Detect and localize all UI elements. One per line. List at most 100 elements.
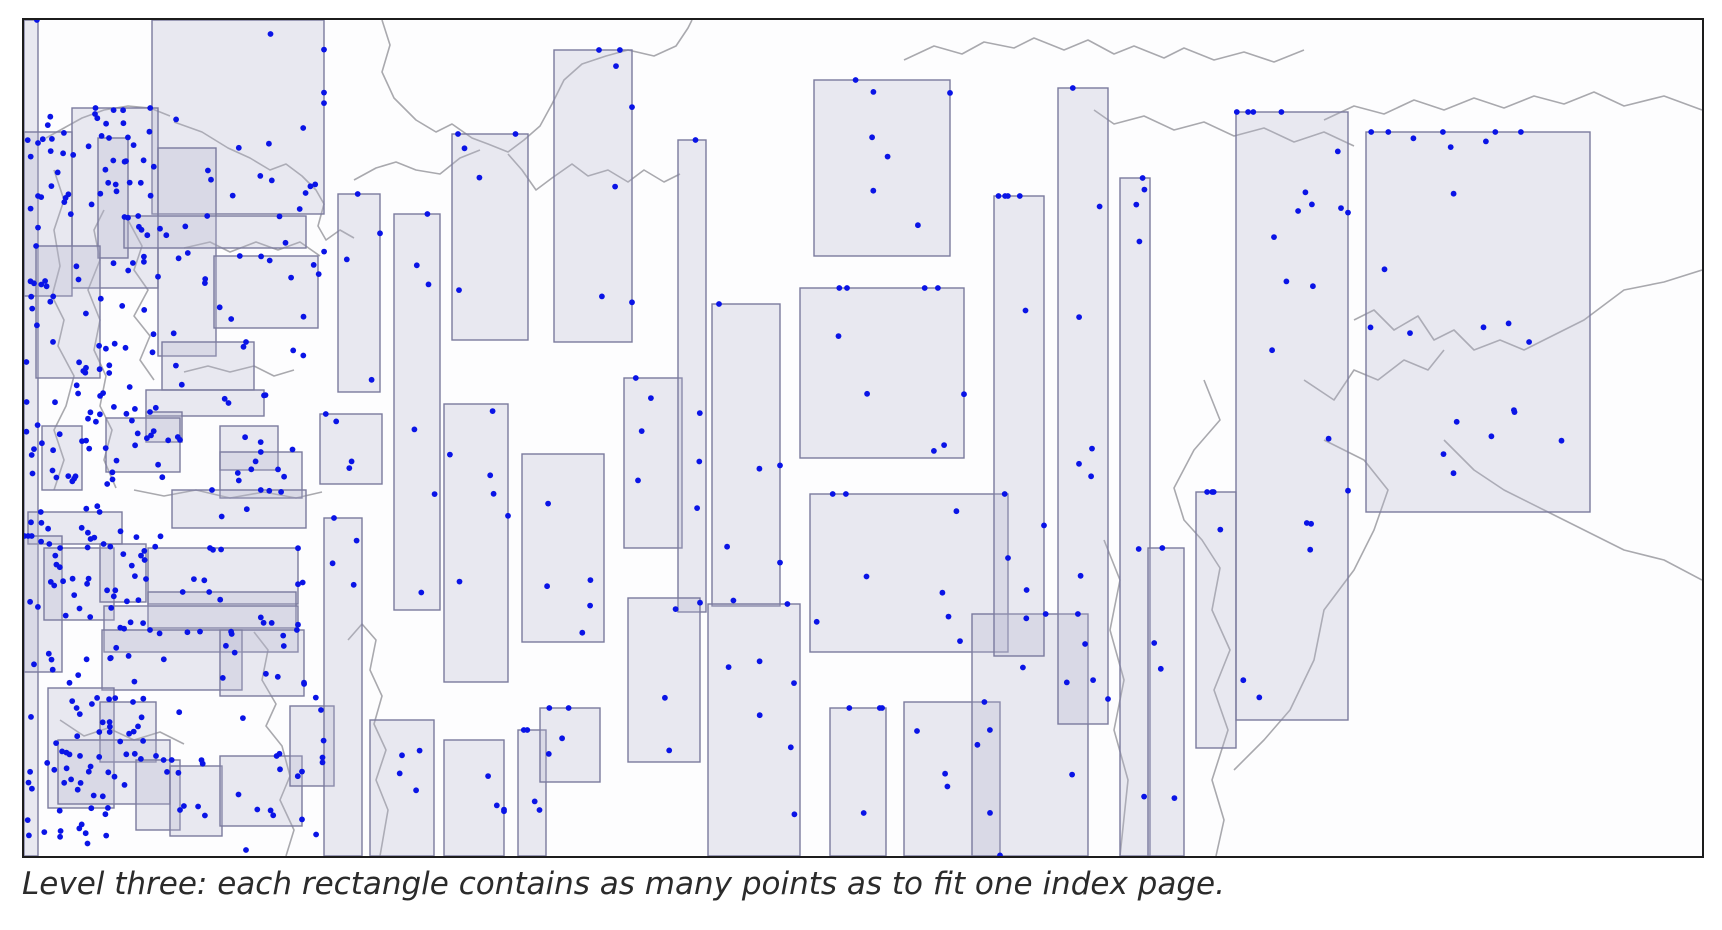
index-point	[76, 605, 83, 612]
index-point	[756, 465, 763, 472]
index-point	[939, 589, 946, 596]
index-page-rectangle	[539, 707, 601, 783]
index-point	[38, 538, 44, 545]
index-point	[63, 749, 70, 756]
index-point	[787, 744, 794, 751]
index-point	[77, 780, 84, 786]
index-point	[1271, 234, 1277, 241]
index-point	[455, 131, 461, 137]
index-point	[44, 760, 51, 766]
index-point	[201, 577, 208, 584]
coastline-segment	[353, 149, 481, 181]
index-point	[280, 632, 287, 639]
index-point	[50, 293, 57, 300]
index-point	[73, 263, 80, 270]
index-point	[105, 179, 112, 186]
index-point	[476, 174, 483, 181]
index-point	[240, 715, 246, 721]
index-point	[544, 583, 550, 590]
index-point	[1295, 208, 1301, 214]
index-point	[931, 448, 937, 454]
index-point	[78, 524, 85, 531]
index-point	[107, 655, 114, 661]
index-point	[75, 390, 81, 397]
index-point	[96, 366, 103, 373]
index-point	[87, 763, 94, 770]
index-point	[26, 832, 32, 839]
index-point	[587, 602, 593, 609]
index-point	[130, 142, 137, 148]
index-point	[56, 431, 63, 438]
index-point	[724, 543, 730, 550]
index-point	[270, 812, 277, 819]
index-point	[431, 491, 438, 497]
index-point	[97, 393, 103, 399]
index-point	[217, 596, 224, 603]
index-point	[123, 410, 130, 417]
index-point	[1453, 418, 1460, 425]
index-page-rectangle	[171, 489, 307, 529]
index-point	[106, 362, 113, 369]
index-point	[164, 769, 170, 775]
index-point	[27, 153, 34, 160]
index-point	[147, 409, 153, 415]
index-point	[179, 589, 186, 595]
coastline-segment	[903, 37, 1305, 63]
index-point	[113, 457, 120, 464]
index-point	[396, 770, 403, 777]
index-page-rectangle	[993, 195, 1045, 657]
index-point	[84, 840, 91, 847]
index-point	[34, 422, 41, 428]
index-point	[89, 701, 95, 707]
index-point	[424, 211, 431, 217]
index-point	[150, 331, 157, 338]
index-point	[141, 557, 148, 563]
index-point	[82, 830, 89, 837]
index-point	[694, 505, 700, 511]
index-point	[88, 805, 95, 812]
index-point	[35, 140, 41, 146]
index-point	[48, 183, 55, 190]
index-point	[321, 46, 327, 53]
index-point	[173, 362, 179, 369]
coastline-segment	[183, 241, 321, 257]
index-point	[844, 285, 850, 291]
index-point	[579, 629, 586, 636]
coastline-segment	[127, 219, 155, 381]
index-point	[141, 258, 147, 265]
index-point	[319, 759, 326, 766]
index-point	[295, 581, 301, 588]
index-page-rectangle	[799, 287, 965, 459]
index-point	[225, 400, 232, 406]
index-point	[319, 754, 326, 761]
index-point	[1558, 437, 1565, 444]
index-point	[170, 330, 177, 337]
coastline-segment	[1173, 379, 1231, 856]
index-page-rectangle	[553, 49, 633, 343]
index-point	[266, 140, 272, 147]
index-point	[312, 694, 319, 701]
index-point	[144, 435, 150, 442]
index-point	[870, 187, 877, 194]
index-point	[1016, 193, 1023, 199]
index-point	[84, 580, 90, 587]
index-point	[48, 656, 55, 663]
index-page-rectangle	[105, 417, 181, 473]
index-point	[204, 213, 211, 219]
index-point	[1283, 278, 1290, 285]
index-point	[173, 116, 180, 123]
index-point	[1159, 545, 1166, 551]
index-page-rectangle	[1057, 87, 1109, 725]
index-point	[35, 224, 41, 231]
index-point	[296, 206, 303, 212]
index-point	[565, 705, 572, 711]
index-page-rectangle	[147, 547, 299, 605]
index-point	[29, 470, 36, 477]
index-point	[942, 770, 948, 777]
index-point	[73, 705, 80, 711]
index-point	[512, 131, 519, 137]
index-point	[85, 529, 91, 536]
index-point	[1136, 238, 1143, 245]
index-point	[102, 445, 109, 451]
index-point	[368, 376, 375, 383]
